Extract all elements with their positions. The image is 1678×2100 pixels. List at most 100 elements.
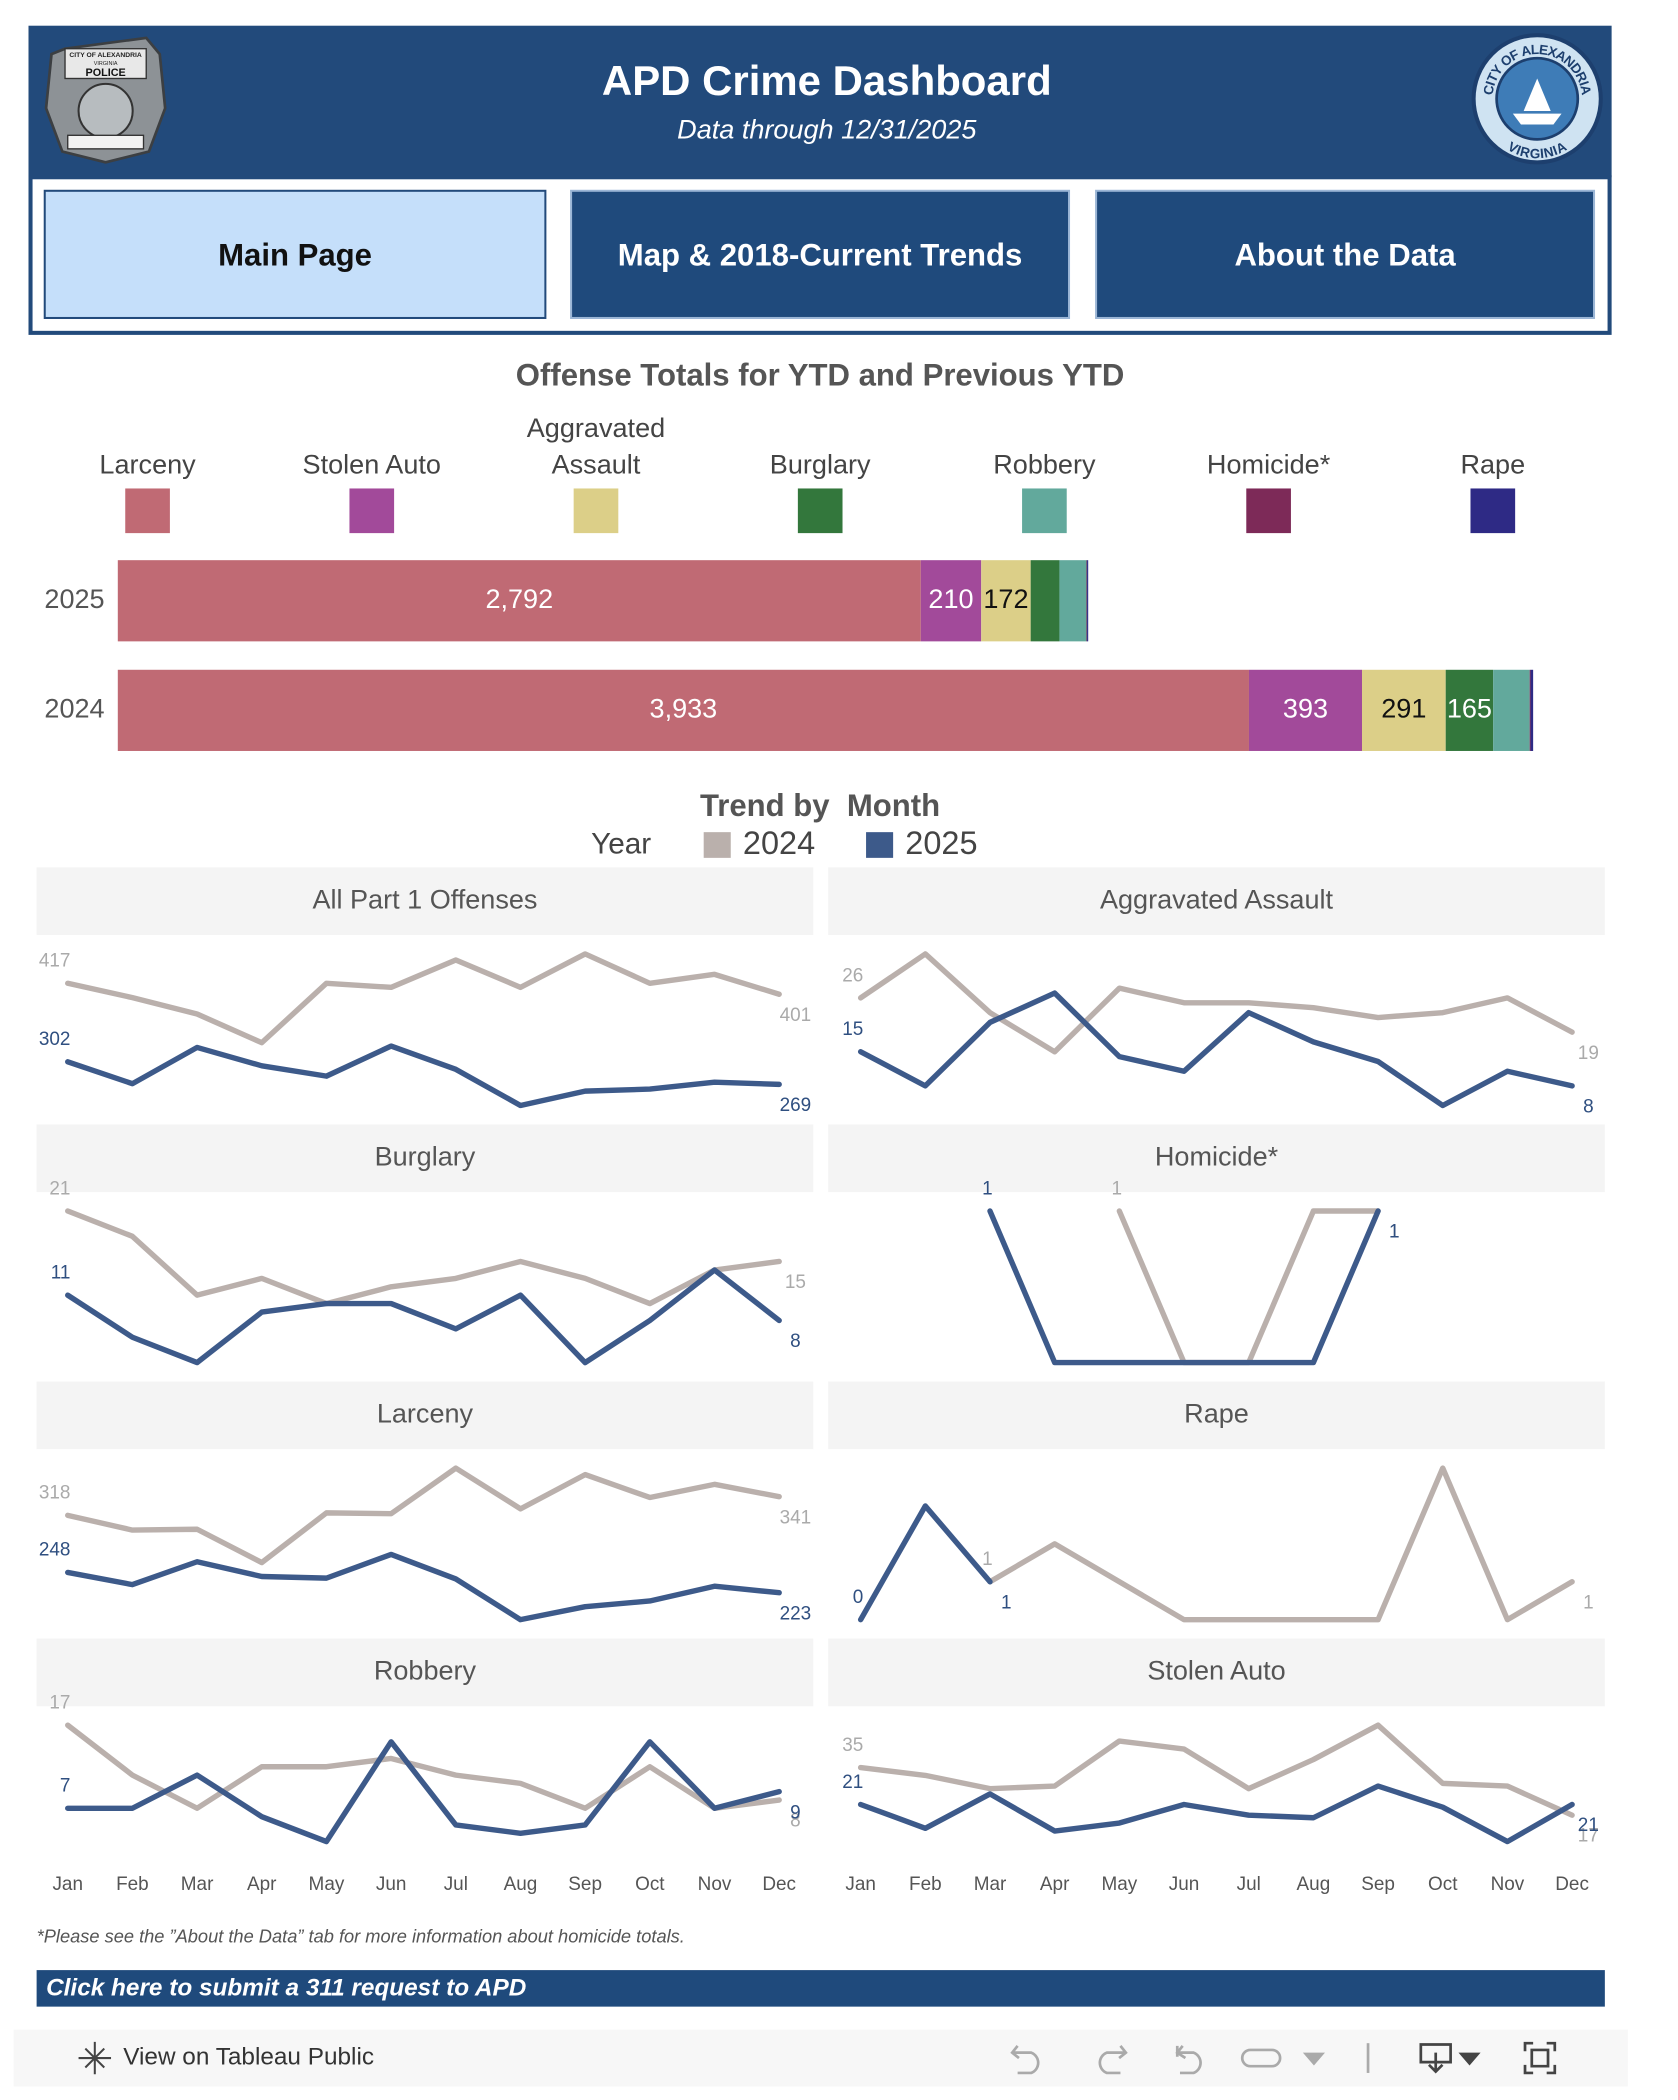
seal-text: VIRGINIA bbox=[1506, 138, 1569, 161]
nav-label[interactable]: Map & 2018-Current Trends bbox=[618, 237, 1023, 272]
data-label: 11 bbox=[51, 1263, 71, 1284]
nav-button[interactable]: About the Data bbox=[1095, 189, 1596, 319]
trend-panel: Aggravated Assault 26 19 15 8 bbox=[828, 867, 1605, 1118]
bar-segment bbox=[1030, 560, 1060, 642]
data-label: 401 bbox=[780, 1005, 812, 1026]
data-label: 8 bbox=[790, 1811, 801, 1832]
fullscreen-icon[interactable] bbox=[1523, 2041, 1557, 2075]
legend-swatch bbox=[797, 488, 843, 534]
trend-panel: Rape 1 1 0 1 bbox=[828, 1381, 1605, 1623]
panel-title: Aggravated Assault bbox=[1100, 884, 1334, 914]
bar-value-label: 393 bbox=[1283, 694, 1328, 724]
x-tick-label: Nov bbox=[1491, 1874, 1525, 1895]
x-tick-label: May bbox=[1101, 1874, 1137, 1895]
toolbar bbox=[13, 2029, 1628, 2087]
trend-line bbox=[857, 951, 1575, 1055]
panel-title: Burglary bbox=[375, 1141, 476, 1171]
x-tick-label: Oct bbox=[1428, 1874, 1458, 1895]
tableau-link-text[interactable]: View on Tableau Public bbox=[123, 2043, 374, 2070]
x-tick-label: Aug bbox=[504, 1874, 538, 1895]
bar-segment bbox=[1445, 669, 1494, 751]
legend-swatch bbox=[349, 488, 395, 534]
legend-item: Rape bbox=[1460, 451, 1525, 481]
badge-text: CITY OF ALEXANDRIA bbox=[69, 52, 142, 59]
bar-value-label: 210 bbox=[928, 584, 973, 614]
trend-line bbox=[857, 1722, 1575, 1818]
panel-title: Homicide* bbox=[1155, 1141, 1279, 1171]
panel-header bbox=[828, 867, 1605, 935]
request-link-text[interactable]: Click here to submit a 311 request to AP… bbox=[46, 1974, 526, 2001]
trend-line bbox=[857, 1783, 1575, 1845]
request-link[interactable]: Click here to submit a 311 request to AP… bbox=[36, 1970, 1605, 2007]
header-bar bbox=[28, 25, 1612, 178]
bar-segment bbox=[1530, 669, 1534, 751]
trend-line bbox=[857, 990, 1575, 1109]
data-label: 26 bbox=[842, 965, 863, 986]
x-tick-label: Dec bbox=[1555, 1874, 1589, 1895]
download-dropdown[interactable] bbox=[1458, 2052, 1481, 2066]
trend-panel: Larceny 318 341 248 223 bbox=[36, 1381, 814, 1624]
trend-line bbox=[987, 1465, 1575, 1623]
legend-title: Year bbox=[591, 828, 651, 861]
nav-button[interactable]: Map & 2018-Current Trends bbox=[570, 189, 1071, 319]
refresh-icon[interactable] bbox=[1240, 2048, 1282, 2068]
redo-icon[interactable] bbox=[1098, 2045, 1128, 2075]
bar-segment bbox=[1529, 669, 1531, 751]
legend-item: Aggravated Assault bbox=[527, 414, 665, 480]
legend-swatch bbox=[1246, 488, 1291, 534]
revert-icon[interactable] bbox=[1175, 2045, 1202, 2075]
bar-value-label: 172 bbox=[983, 584, 1028, 614]
x-tick-label: Jan bbox=[52, 1874, 83, 1895]
bar-segment bbox=[1362, 669, 1446, 751]
panel-title: Stolen Auto bbox=[1147, 1656, 1285, 1686]
x-tick-label: Sep bbox=[1361, 1874, 1395, 1895]
trend-line bbox=[65, 1465, 782, 1566]
data-label: 248 bbox=[39, 1540, 71, 1561]
footnote: *Please see the ”About the Data” tab for… bbox=[37, 1925, 685, 1946]
data-label: 0 bbox=[853, 1587, 864, 1608]
legend-swatch bbox=[1022, 488, 1067, 534]
bar-value-label: 165 bbox=[1447, 694, 1492, 724]
legend-swatch bbox=[125, 488, 170, 534]
bar-segment bbox=[1059, 560, 1087, 642]
legend-swatch bbox=[1470, 488, 1516, 534]
data-label: 1 bbox=[1583, 1592, 1594, 1613]
x-tick-label: Mar bbox=[974, 1874, 1007, 1895]
legend-item: Homicide* bbox=[1207, 451, 1330, 481]
bar-chart-title: Offense Totals for YTD and Previous YTD bbox=[516, 358, 1124, 393]
trend-line bbox=[65, 1267, 782, 1366]
bar-segment bbox=[981, 560, 1031, 642]
panel-title: Larceny bbox=[377, 1398, 474, 1428]
data-label: 9 bbox=[790, 1802, 801, 1823]
data-label: 223 bbox=[780, 1603, 812, 1624]
panel-header bbox=[828, 1381, 1605, 1450]
x-tick-label: Apr bbox=[247, 1874, 276, 1895]
dropdown-icon[interactable] bbox=[1302, 2052, 1325, 2066]
nav-label[interactable]: About the Data bbox=[1234, 237, 1456, 272]
trend-line bbox=[65, 1739, 782, 1845]
trend-line bbox=[987, 1208, 1381, 1366]
data-label: 21 bbox=[1578, 1815, 1599, 1836]
city-seal: CITY OF ALEXANDRIA VIRGINIA bbox=[1471, 33, 1603, 165]
nav-label[interactable]: Main Page bbox=[218, 237, 372, 272]
x-tick-label: Oct bbox=[635, 1874, 665, 1895]
legend-item: Burglary bbox=[770, 451, 871, 481]
tableau-link[interactable]: View on Tableau Public bbox=[78, 2041, 374, 2075]
trend-line bbox=[65, 1043, 782, 1109]
trend-line bbox=[857, 1503, 993, 1623]
legend-label: 2024 bbox=[743, 825, 815, 861]
legend-swatch bbox=[703, 832, 731, 858]
data-label: 15 bbox=[785, 1272, 806, 1293]
nav-button[interactable]: Main Page bbox=[43, 189, 547, 319]
x-tick-label: Jun bbox=[1169, 1874, 1200, 1895]
undo-icon[interactable] bbox=[1010, 2045, 1040, 2075]
trend-panel: All Part 1 Offenses 417 401 302 269 bbox=[36, 867, 814, 1116]
download-icon[interactable] bbox=[1419, 2043, 1452, 2074]
bar-segment bbox=[1248, 669, 1363, 751]
data-label: 35 bbox=[842, 1735, 863, 1756]
data-label: 1 bbox=[982, 1178, 993, 1199]
